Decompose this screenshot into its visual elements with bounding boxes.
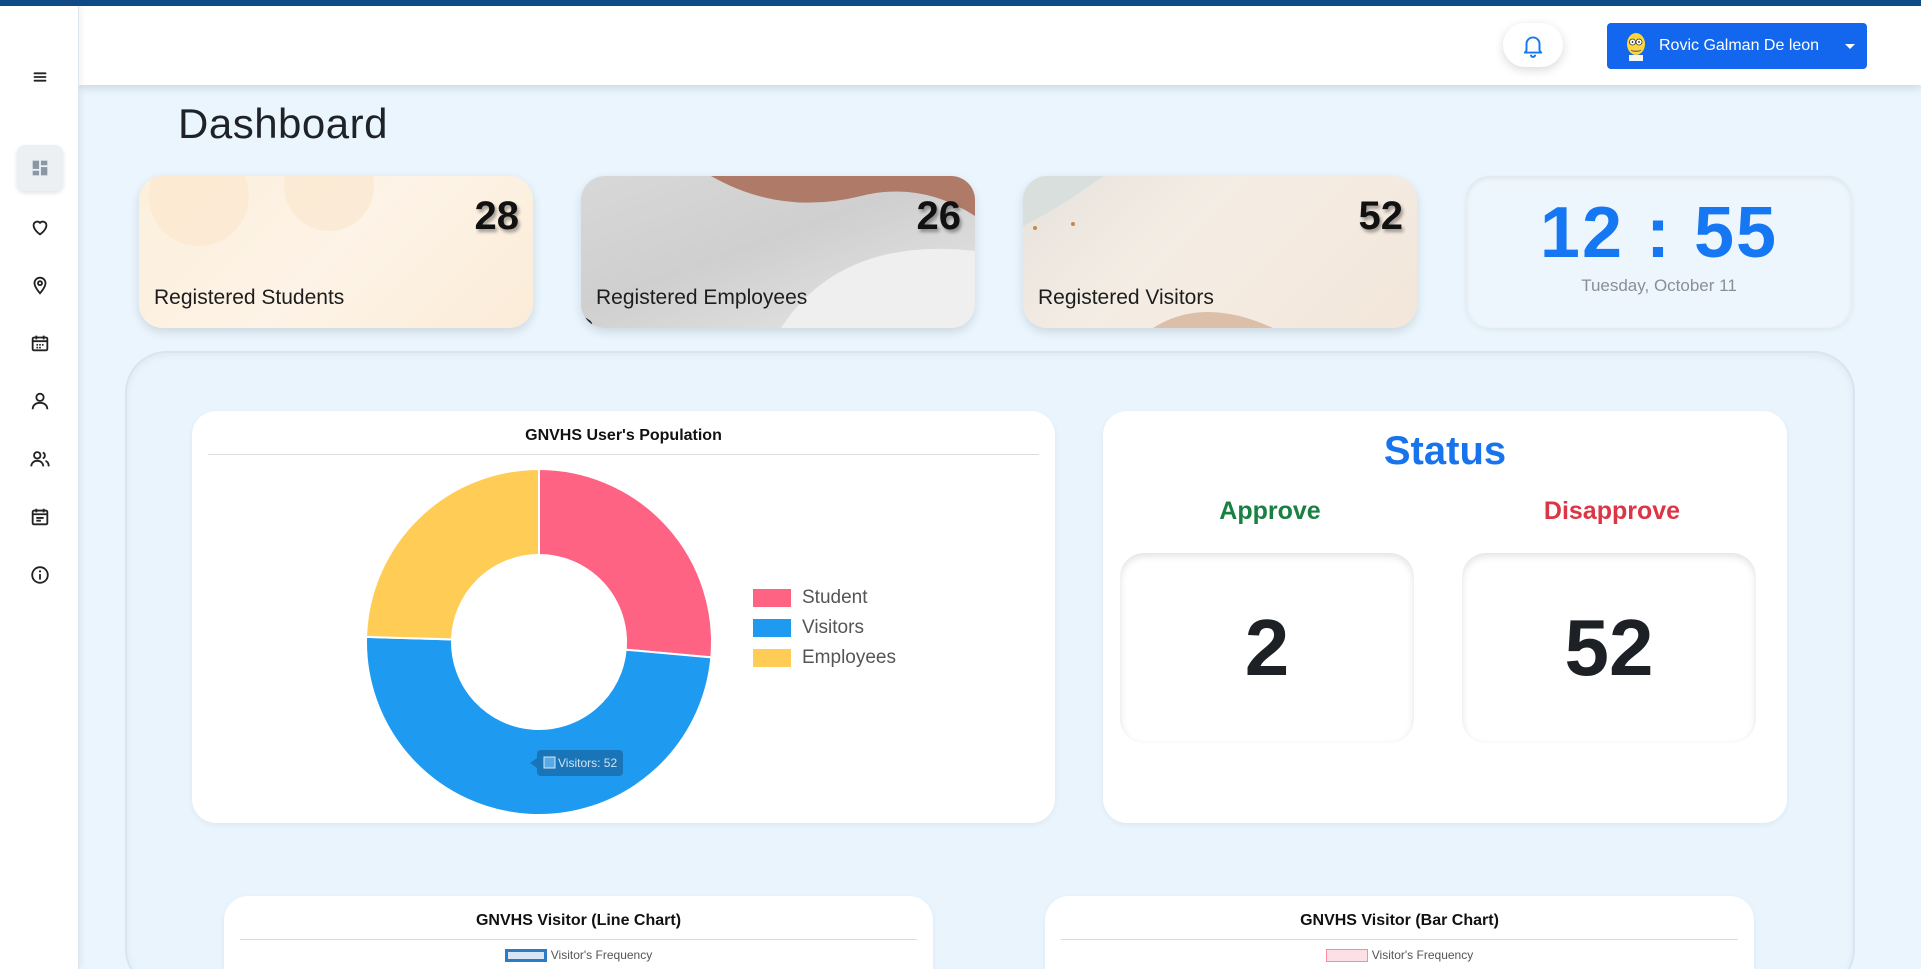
card-background-art: [149, 176, 374, 246]
sidebar-item-info[interactable]: [17, 552, 63, 598]
sidebar-item-schedule[interactable]: [17, 494, 63, 540]
sidebar-item-favorites[interactable]: [17, 204, 63, 250]
population-donut-chart: Visitors: 52: [365, 467, 713, 816]
schedule-icon: [31, 508, 49, 526]
users-icon: [30, 451, 50, 467]
students-count: 28: [474, 194, 520, 238]
sidebar-item-location[interactable]: [17, 262, 63, 308]
tooltip-text: Visitors: 52: [558, 756, 617, 770]
employees-count: 26: [916, 194, 962, 238]
legend-label: Employees: [802, 647, 896, 668]
location-pin-icon: [33, 276, 47, 295]
divider: [208, 454, 1039, 455]
donut-slice-student[interactable]: [538, 467, 713, 659]
visitors-count: 52: [1358, 194, 1404, 238]
line-chart-legend: Visitor's Frequency: [224, 948, 933, 962]
divider: [240, 939, 917, 940]
approve-count: 2: [1120, 553, 1414, 743]
bar-chart-legend: Visitor's Frequency: [1045, 948, 1754, 962]
students-label: Registered Students: [154, 286, 345, 309]
top-accent-bar: [0, 0, 1921, 6]
clock-widget: 12 : 55 Tuesday, October 11: [1466, 176, 1852, 328]
dashboard-icon: [32, 160, 48, 176]
clock-time: 12 : 55: [1539, 193, 1779, 273]
legend-label: Visitors: [802, 617, 864, 638]
sidebar-item-calendar[interactable]: [17, 320, 63, 366]
status-title: Status: [1383, 429, 1507, 473]
employees-label: Registered Employees: [596, 286, 808, 309]
bar-chart-title: GNVHS Visitor (Bar Chart): [1300, 912, 1499, 929]
page-title: Dashboard: [178, 100, 388, 147]
disapprove-count: 52: [1462, 553, 1756, 743]
legend-label: Visitor's Frequency: [550, 948, 653, 962]
population-chart-card: GNVHS User's Population Visitors: 52 Stu…: [192, 411, 1055, 823]
sidebar-item-user[interactable]: [17, 378, 63, 424]
avatar: [1627, 33, 1645, 61]
bell-icon: [1523, 36, 1543, 58]
line-chart-title: GNVHS Visitor (Line Chart): [475, 912, 682, 929]
user-menu-button[interactable]: Rovic Galman De leon: [1607, 23, 1867, 69]
stat-card-visitors: 52 Registered Visitors: [1023, 176, 1417, 328]
legend-label: Student: [802, 587, 868, 608]
divider: [1061, 939, 1738, 940]
sidebar: [0, 6, 79, 969]
legend-item-visitors[interactable]: Visitors: [753, 617, 864, 639]
info-icon: [31, 566, 49, 584]
legend-swatch: [1325, 948, 1368, 962]
menu-toggle-button[interactable]: [17, 54, 63, 100]
chart-tooltip: Visitors: 52: [530, 750, 623, 776]
chart-title: GNVHS User's Population: [525, 427, 722, 444]
stat-card-employees: 26 Registered Employees: [581, 176, 975, 328]
top-header: Rovic Galman De leon: [79, 6, 1921, 85]
legend-label: Visitor's Frequency: [1371, 948, 1474, 962]
legend-item-student[interactable]: Student: [753, 587, 868, 609]
visitors-label: Registered Visitors: [1038, 286, 1214, 309]
legend-item-employees[interactable]: Employees: [753, 647, 896, 669]
menu-icon: [33, 72, 47, 82]
legend-swatch: [753, 589, 791, 607]
line-chart-card: GNVHS Visitor (Line Chart) Visitor's Fre…: [224, 896, 933, 969]
clock-date: Tuesday, October 11: [1581, 276, 1737, 295]
sidebar-item-dashboard[interactable]: [17, 145, 63, 191]
approve-label: Approve: [1219, 497, 1321, 525]
donut-slice-employees[interactable]: [365, 467, 540, 641]
notifications-button[interactable]: [1503, 23, 1563, 67]
donut-slice-visitors[interactable]: [365, 635, 713, 816]
bar-chart-card: GNVHS Visitor (Bar Chart) Visitor's Freq…: [1045, 896, 1754, 969]
chevron-down-icon: [1845, 43, 1855, 49]
card-background-art: [581, 176, 975, 328]
card-background-art: [1023, 176, 1273, 328]
disapprove-label: Disapprove: [1543, 497, 1681, 525]
stat-card-students: 28 Registered Students: [139, 176, 533, 328]
legend-swatch: [504, 948, 547, 962]
status-card: Status Approve Disapprove 2 52: [1103, 411, 1787, 823]
user-icon: [31, 392, 49, 410]
calendar-icon: [31, 335, 49, 352]
heart-icon: [32, 220, 48, 236]
legend-swatch: [753, 649, 791, 667]
user-name: Rovic Galman De leon: [1659, 37, 1820, 54]
sidebar-item-users[interactable]: [17, 436, 63, 482]
legend-swatch: [753, 619, 791, 637]
